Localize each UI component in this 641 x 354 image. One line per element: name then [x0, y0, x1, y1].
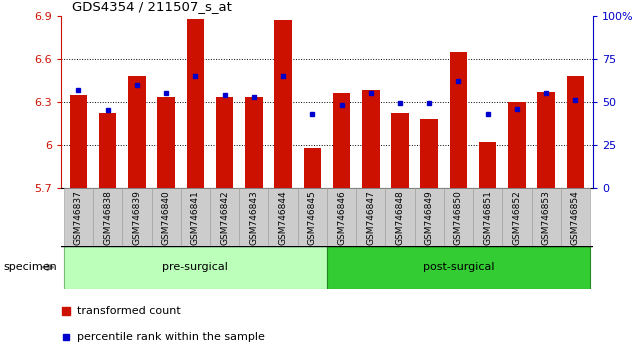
Bar — [450, 52, 467, 188]
Text: GSM746843: GSM746843 — [249, 190, 258, 245]
Bar — [327, 246, 590, 289]
Text: GSM746841: GSM746841 — [191, 190, 200, 245]
Bar — [64, 188, 93, 246]
Bar — [210, 188, 239, 246]
Text: percentile rank within the sample: percentile rank within the sample — [77, 332, 265, 342]
Text: GDS4354 / 211507_s_at: GDS4354 / 211507_s_at — [72, 0, 231, 13]
Text: GSM746840: GSM746840 — [162, 190, 171, 245]
Text: GSM746838: GSM746838 — [103, 190, 112, 245]
Text: post-surgical: post-surgical — [422, 262, 494, 272]
Text: GSM746842: GSM746842 — [220, 190, 229, 245]
Bar — [362, 90, 379, 188]
Bar — [297, 188, 327, 246]
Text: GSM746847: GSM746847 — [366, 190, 375, 245]
Text: GSM746844: GSM746844 — [279, 190, 288, 245]
Bar — [269, 188, 297, 246]
Bar — [479, 142, 497, 188]
Bar — [216, 97, 233, 188]
Text: GSM746848: GSM746848 — [395, 190, 404, 245]
Bar — [187, 19, 204, 188]
Bar — [122, 188, 151, 246]
Text: GSM746845: GSM746845 — [308, 190, 317, 245]
Text: GSM746854: GSM746854 — [571, 190, 580, 245]
Bar — [503, 188, 531, 246]
Bar — [64, 246, 327, 289]
Bar — [157, 97, 175, 188]
Text: GSM746850: GSM746850 — [454, 190, 463, 245]
Text: GSM746839: GSM746839 — [133, 190, 142, 245]
Bar — [151, 188, 181, 246]
Bar — [420, 119, 438, 188]
Bar — [508, 102, 526, 188]
Bar — [537, 92, 555, 188]
Bar — [274, 20, 292, 188]
Text: GSM746853: GSM746853 — [542, 190, 551, 245]
Text: GSM746837: GSM746837 — [74, 190, 83, 245]
Bar — [444, 188, 473, 246]
Bar — [356, 188, 385, 246]
Bar — [561, 188, 590, 246]
Text: GSM746849: GSM746849 — [425, 190, 434, 245]
Bar — [473, 188, 503, 246]
Text: specimen: specimen — [3, 262, 57, 272]
Bar — [385, 188, 415, 246]
Bar — [181, 188, 210, 246]
Text: pre-surgical: pre-surgical — [162, 262, 228, 272]
Text: GSM746846: GSM746846 — [337, 190, 346, 245]
Bar — [93, 188, 122, 246]
Bar — [128, 76, 146, 188]
Bar — [531, 188, 561, 246]
Bar — [567, 76, 584, 188]
Bar — [99, 113, 117, 188]
Text: GSM746851: GSM746851 — [483, 190, 492, 245]
Bar — [245, 97, 263, 188]
Bar — [239, 188, 269, 246]
Text: GSM746852: GSM746852 — [512, 190, 521, 245]
Bar — [327, 188, 356, 246]
Text: transformed count: transformed count — [77, 306, 181, 316]
Bar — [304, 148, 321, 188]
Bar — [333, 93, 350, 188]
Bar — [70, 95, 87, 188]
Bar — [415, 188, 444, 246]
Bar — [391, 113, 409, 188]
